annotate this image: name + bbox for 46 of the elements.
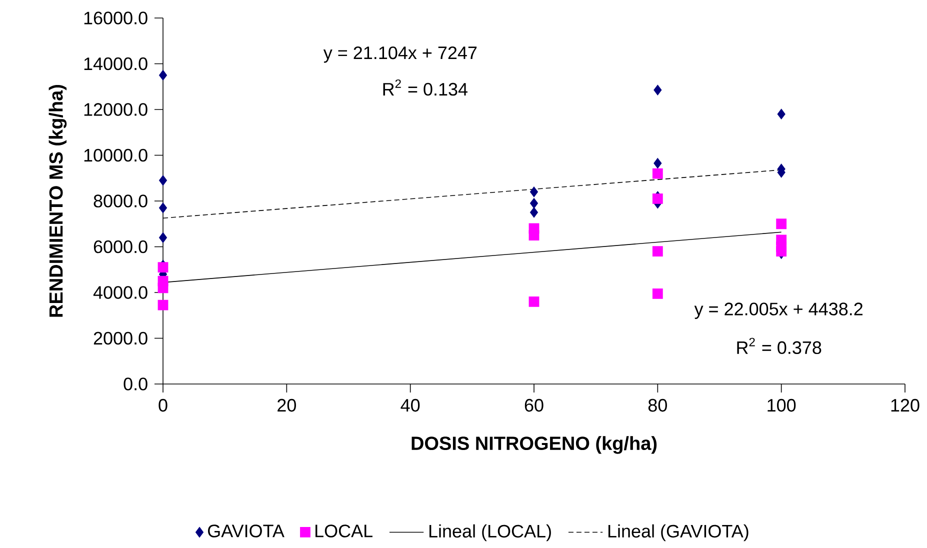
point [652,288,663,299]
y-tick-label: 12000.0 [84,103,148,116]
x-tick-label: 80 [648,398,667,412]
x-tick-label: 20 [278,398,296,412]
point [652,246,663,256]
annotation: y = 21.104x + 7247 [323,46,477,63]
y-axis-title: RENDIMIENTO MS (kg/ha) [48,84,67,317]
y-tick-label: 4000.0 [93,286,148,299]
point [158,300,168,310]
x-tick-label: 0 [158,398,168,412]
legend-label: Lineal (LOCAL) [429,524,551,542]
point [159,70,168,80]
annotation: R$^{2}$ = 0.378 [737,338,822,354]
point [530,186,538,198]
point [158,262,168,272]
x-tick-label: 60 [524,398,544,412]
y-tick-label: 10000.0 [84,148,148,162]
point [777,108,786,120]
x-axis-title: DOSIS NITROGENO (kg/ha) [412,436,657,454]
x-tick-label: 40 [400,398,420,412]
y-tick-label: 0.0 [124,378,148,390]
point [158,282,168,294]
point [776,246,787,256]
annotation: R$^{2}$ = 0.134 [383,79,468,96]
annotation: y = 22.005x + 4438.2 [694,302,862,319]
point [654,84,662,96]
y-tick-label: 16000.0 [84,12,148,24]
y-tick-label: 8000.0 [94,194,148,208]
point [159,202,168,214]
point [776,218,787,230]
point [530,198,538,208]
x-tick-label: 100 [768,398,796,412]
point [652,168,663,179]
point [528,296,540,307]
y-tick-label: 14000.0 [84,57,148,70]
x-tick-label: 120 [891,398,920,412]
point [159,232,168,243]
y-tick-label: 6000.0 [94,240,148,254]
point [654,158,662,168]
legend-label: Lineal (GAVIOTA) [608,524,748,542]
point [528,230,540,240]
legend-label: GAVIOTA [208,524,284,538]
y-tick-label: 2000.0 [94,332,148,345]
point [530,207,538,218]
legend-label: LOCAL [316,524,372,538]
point [159,175,168,186]
